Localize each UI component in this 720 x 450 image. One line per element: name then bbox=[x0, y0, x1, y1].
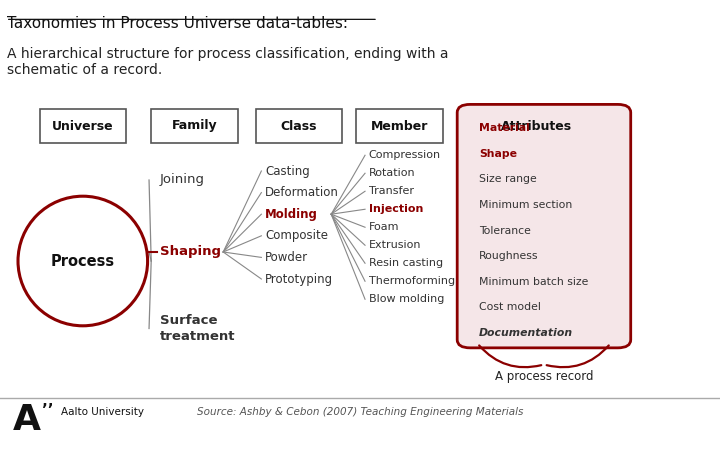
FancyBboxPatch shape bbox=[484, 109, 589, 143]
Text: Minimum batch size: Minimum batch size bbox=[479, 277, 588, 287]
Text: Roughness: Roughness bbox=[479, 251, 539, 261]
Text: Compression: Compression bbox=[369, 150, 441, 160]
Text: Minimum section: Minimum section bbox=[479, 200, 572, 210]
Text: Extrusion: Extrusion bbox=[369, 240, 421, 250]
FancyBboxPatch shape bbox=[40, 109, 126, 143]
Text: Powder: Powder bbox=[265, 251, 308, 264]
Text: A process record: A process record bbox=[495, 370, 593, 383]
Text: Aalto University: Aalto University bbox=[61, 407, 144, 417]
Text: Class: Class bbox=[281, 120, 317, 132]
Text: Process: Process bbox=[50, 253, 115, 269]
Text: ’’: ’’ bbox=[42, 403, 53, 418]
Text: Joining: Joining bbox=[160, 174, 205, 186]
Ellipse shape bbox=[18, 196, 148, 326]
Text: Shaping: Shaping bbox=[160, 246, 221, 258]
Text: Source: Ashby & Cebon (2007) Teaching Engineering Materials: Source: Ashby & Cebon (2007) Teaching En… bbox=[197, 407, 523, 417]
FancyBboxPatch shape bbox=[151, 109, 238, 143]
Text: Thermoforming: Thermoforming bbox=[369, 276, 455, 286]
Text: Casting: Casting bbox=[265, 165, 310, 177]
Text: Rotation: Rotation bbox=[369, 168, 415, 178]
Text: Family: Family bbox=[171, 120, 217, 132]
Text: A hierarchical structure for process classification, ending with a
schematic of : A hierarchical structure for process cla… bbox=[7, 47, 449, 77]
FancyBboxPatch shape bbox=[356, 109, 443, 143]
Text: Attributes: Attributes bbox=[501, 120, 572, 132]
Text: Tolerance: Tolerance bbox=[479, 225, 531, 236]
Text: Injection: Injection bbox=[369, 204, 423, 214]
Text: Cost model: Cost model bbox=[479, 302, 541, 312]
Text: Deformation: Deformation bbox=[265, 186, 339, 199]
Text: Shape: Shape bbox=[479, 149, 517, 159]
Text: Documentation: Documentation bbox=[479, 328, 573, 338]
Text: Transfer: Transfer bbox=[369, 186, 413, 196]
Text: Material: Material bbox=[479, 123, 529, 133]
Text: Molding: Molding bbox=[265, 208, 318, 220]
Text: Prototyping: Prototyping bbox=[265, 273, 333, 285]
Text: Resin casting: Resin casting bbox=[369, 258, 443, 268]
FancyBboxPatch shape bbox=[256, 109, 342, 143]
Text: Surface
treatment: Surface treatment bbox=[160, 315, 235, 342]
Text: Member: Member bbox=[371, 120, 428, 132]
Text: Taxonomies in Process Universe data-tables:: Taxonomies in Process Universe data-tabl… bbox=[7, 16, 348, 31]
FancyBboxPatch shape bbox=[457, 104, 631, 348]
Text: Size range: Size range bbox=[479, 175, 536, 184]
Text: Blow molding: Blow molding bbox=[369, 294, 444, 304]
Text: Universe: Universe bbox=[52, 120, 114, 132]
Text: Foam: Foam bbox=[369, 222, 399, 232]
Text: Composite: Composite bbox=[265, 230, 328, 242]
Text: A: A bbox=[13, 403, 41, 437]
